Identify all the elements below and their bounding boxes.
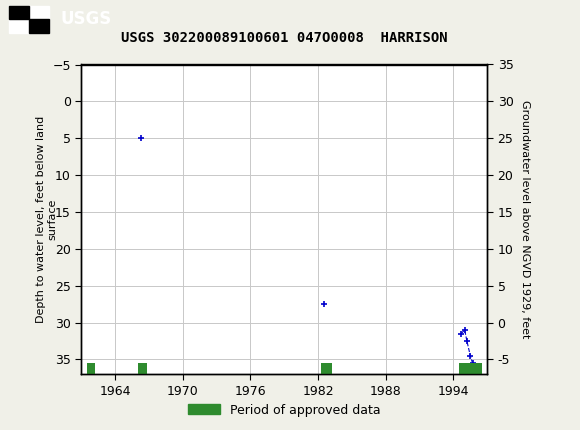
Bar <box>29 19 49 33</box>
Bar <box>9 6 29 19</box>
Y-axis label: Depth to water level, feet below land
surface: Depth to water level, feet below land su… <box>36 116 57 323</box>
Bar <box>137 362 147 374</box>
Text: USGS 302200089100601 047O0008  HARRISON: USGS 302200089100601 047O0008 HARRISON <box>121 31 448 45</box>
Bar <box>87 362 95 374</box>
Y-axis label: Groundwater level above NGVD 1929, feet: Groundwater level above NGVD 1929, feet <box>520 100 531 338</box>
Legend: Period of approved data: Period of approved data <box>183 399 385 421</box>
Bar <box>321 362 332 374</box>
Bar <box>9 6 49 33</box>
Bar <box>459 362 481 374</box>
Text: USGS: USGS <box>61 10 112 28</box>
